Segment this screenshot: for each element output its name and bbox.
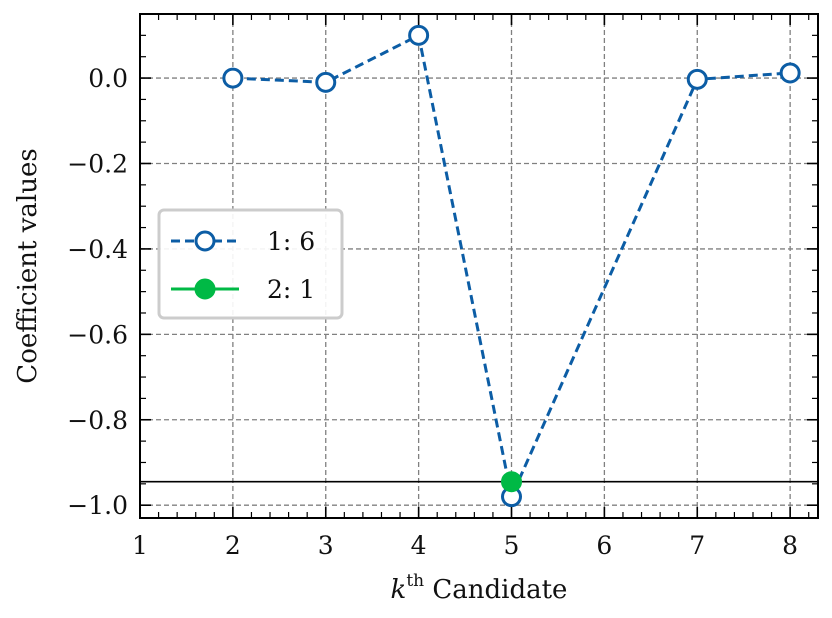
x-tick-label: 6 [596,531,612,560]
legend-label: 2: 1 [267,275,315,304]
x-axis-var: k [391,575,407,605]
legend: 1: 6 2: 1 [157,208,344,320]
legend-marker [194,278,216,300]
x-tick-label: 8 [782,531,798,560]
series-1-point [686,68,708,90]
x-axis-text: Candidate [432,575,567,605]
series-1-point [779,62,801,84]
series-1-point [222,67,244,89]
plot-frame [139,13,819,519]
x-tick-label: 2 [225,531,241,560]
legend-marker [194,230,216,252]
series-1-point [408,24,430,46]
series-2 [501,471,523,493]
series-1-point [315,71,337,93]
series-1-line [232,33,791,502]
legend-item-2: 2: 1 [171,275,315,304]
y-tick-label: −1.0 [67,491,128,520]
legend-label: 1: 6 [267,227,315,256]
y-tick-label: −0.2 [67,149,128,178]
x-tick-label: 7 [689,531,705,560]
y-tick-label: −0.8 [67,406,128,435]
y-axis-title: Coefficient values [13,148,43,383]
y-tick-label: 0.0 [88,64,128,93]
x-tick-label: 4 [411,531,427,560]
x-tick-label: 5 [504,531,520,560]
series-2-point [501,471,523,493]
y-tick-label: −0.6 [67,320,128,349]
x-axis-title: kth Candidate [391,571,568,605]
y-tick-labels: 0.0 −0.2 −0.4 −0.6 −0.8 −1.0 [67,64,128,520]
series-layer [222,24,801,508]
legend-item-1: 1: 6 [171,227,315,256]
x-axis-sup: th [406,571,424,591]
x-tick-label: 3 [318,531,334,560]
series-1 [222,24,801,508]
x-tick-labels: 1 2 3 4 5 6 7 8 [132,531,798,560]
x-tick-label: 1 [132,531,148,560]
tick-marks [139,13,818,518]
y-tick-label: −0.4 [67,235,128,264]
